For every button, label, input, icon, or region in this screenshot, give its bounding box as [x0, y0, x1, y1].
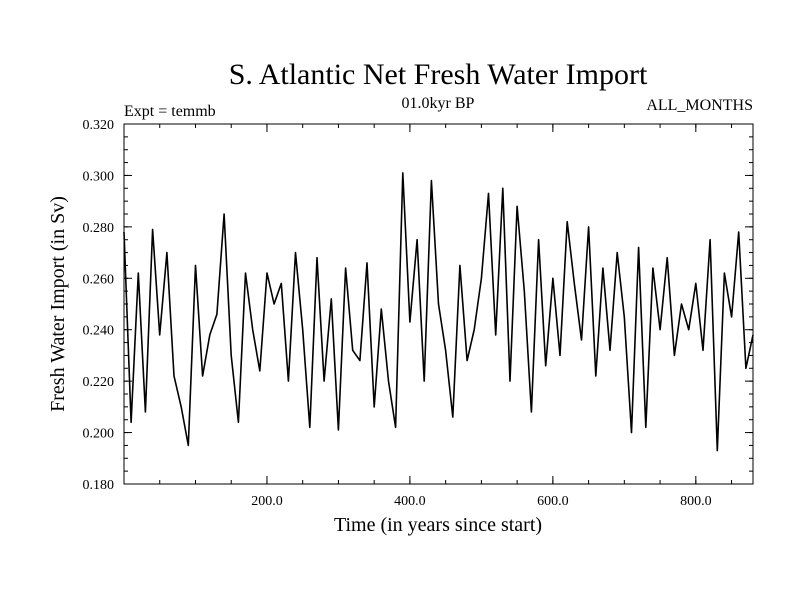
series-line [123, 172, 754, 452]
y-tick-label: 0.220 [83, 375, 115, 390]
y-tick-label: 0.300 [83, 169, 115, 184]
series-layer [123, 172, 754, 452]
period-label: 01.0kyr BP [402, 95, 475, 112]
x-tick-label: 400.0 [394, 494, 426, 509]
x-tick-label: 200.0 [251, 494, 283, 509]
y-tick-label: 0.320 [83, 118, 115, 133]
x-axis-label: Time (in years since start) [334, 514, 542, 536]
x-tick-label: 800.0 [680, 494, 712, 509]
y-tick-label: 0.180 [83, 478, 115, 493]
axis-ticks [123, 123, 753, 485]
y-tick-label: 0.260 [83, 272, 115, 287]
tick-labels: 0.180 0.200 0.220 0.240 0.260 0.280 0.300 0.320… [83, 118, 712, 509]
x-tick-label: 600.0 [537, 494, 569, 509]
y-axis-label: Fresh Water Import (in Sv) [47, 196, 69, 412]
months-label: ALL_MONTHS [646, 97, 753, 114]
chart-title: S. Atlantic Net Fresh Water Import [229, 58, 648, 91]
y-tick-label: 0.280 [83, 221, 115, 236]
y-tick-label: 0.200 [83, 427, 115, 442]
experiment-label: Expt = temmb [124, 103, 216, 120]
y-tick-label: 0.240 [83, 324, 115, 339]
